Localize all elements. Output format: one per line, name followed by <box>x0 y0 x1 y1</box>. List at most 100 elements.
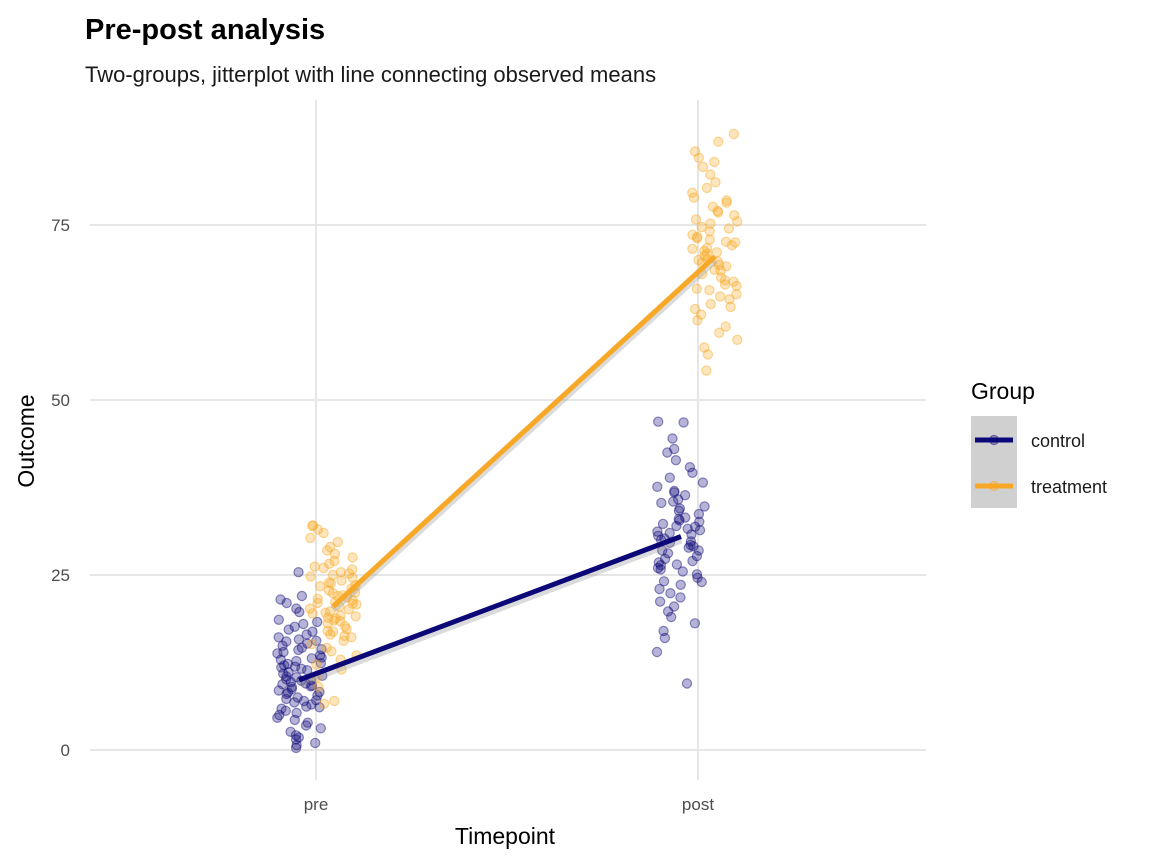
treatment-point <box>325 629 336 640</box>
treatment-point <box>327 569 339 581</box>
treatment-point <box>323 585 335 596</box>
treatment-point <box>704 234 715 245</box>
treatment-point <box>713 207 724 218</box>
control-point <box>657 518 669 530</box>
treatment-point <box>347 552 358 563</box>
treatment-point <box>332 536 343 548</box>
treatment-point <box>713 259 725 271</box>
control-point <box>298 618 309 630</box>
treatment-point <box>309 561 320 572</box>
treatment-point <box>699 250 710 261</box>
treatment-point <box>701 365 712 376</box>
treatment-point <box>324 558 335 570</box>
treatment-point <box>305 532 316 544</box>
control-point <box>671 520 682 532</box>
control-point <box>291 707 302 719</box>
treatment-point <box>705 218 716 229</box>
y-axis-ticks: 0 25 50 75 <box>51 216 70 760</box>
treatment-point <box>327 626 339 637</box>
control-point <box>673 513 684 525</box>
control-point <box>291 603 302 614</box>
treatment-point <box>729 209 740 221</box>
control-point <box>283 667 294 678</box>
treatment-point <box>712 205 723 217</box>
treatment-point <box>338 635 349 647</box>
control-point <box>682 523 693 535</box>
treatment-point <box>307 520 318 532</box>
treatment-point <box>318 562 329 574</box>
control-point <box>681 678 693 689</box>
treatment-point <box>704 226 715 237</box>
y-tick-label: 0 <box>61 741 70 760</box>
control-point <box>659 632 671 644</box>
control-point <box>311 635 322 647</box>
treatment-point <box>336 575 347 586</box>
control-point <box>281 597 292 609</box>
control-point <box>278 646 289 658</box>
control-point <box>290 730 302 741</box>
treatment-point <box>731 289 742 300</box>
treatment-point <box>347 564 358 575</box>
mean-lines <box>297 254 718 687</box>
treatment-point <box>707 201 719 212</box>
treatment-point <box>341 623 352 635</box>
treatment-point <box>313 681 324 693</box>
treatment-point <box>691 283 703 294</box>
control-point <box>689 521 701 532</box>
control-point <box>281 693 292 705</box>
control-point <box>658 625 669 637</box>
treatment-point <box>721 261 732 272</box>
control-point <box>314 686 325 698</box>
control-point <box>314 702 325 713</box>
treatment-point <box>311 659 322 670</box>
control-point <box>652 562 664 574</box>
treatment-point <box>324 606 336 617</box>
treatment-point <box>696 221 707 233</box>
control-point <box>289 621 300 633</box>
treatment-point <box>732 334 743 345</box>
control-point <box>693 508 705 520</box>
treatment-point <box>711 247 723 258</box>
y-tick-label: 50 <box>51 391 70 410</box>
control-point <box>286 681 298 693</box>
treatment-point <box>725 301 736 313</box>
x-tick-label: post <box>682 795 714 814</box>
control-point <box>684 462 696 473</box>
treatment-point <box>347 572 358 584</box>
control-point <box>296 590 308 602</box>
treatment-point <box>350 611 361 622</box>
treatment-point <box>321 642 332 654</box>
control-point <box>677 566 689 577</box>
control-point <box>692 572 703 584</box>
control-point <box>298 695 310 707</box>
control-point <box>281 671 292 682</box>
control-point <box>659 553 671 565</box>
legend-title: Group <box>971 378 1035 404</box>
control-point <box>282 658 293 670</box>
control-point <box>272 648 283 659</box>
treatment-point <box>312 597 323 609</box>
control-point <box>278 668 289 679</box>
treatment-point <box>320 607 331 619</box>
treatment-point <box>689 303 701 315</box>
control-point <box>289 697 300 708</box>
treatment-point <box>705 169 716 180</box>
treatment-point <box>701 182 713 194</box>
legend-label-treatment: treatment <box>1031 477 1107 497</box>
control-point <box>290 742 302 754</box>
control-point <box>278 660 290 671</box>
treatment-point <box>305 571 316 582</box>
treatment-point <box>726 240 738 251</box>
control-point <box>277 679 288 690</box>
control-point <box>281 636 292 647</box>
control-point <box>296 642 308 654</box>
treatment-point <box>692 231 703 243</box>
treatment-point <box>701 242 713 254</box>
control-point <box>694 525 706 536</box>
control-point <box>674 503 686 514</box>
control-point <box>651 646 663 658</box>
control-point <box>292 692 303 703</box>
control-point <box>312 616 323 628</box>
control-point <box>655 560 667 571</box>
treatment-point <box>347 595 359 606</box>
